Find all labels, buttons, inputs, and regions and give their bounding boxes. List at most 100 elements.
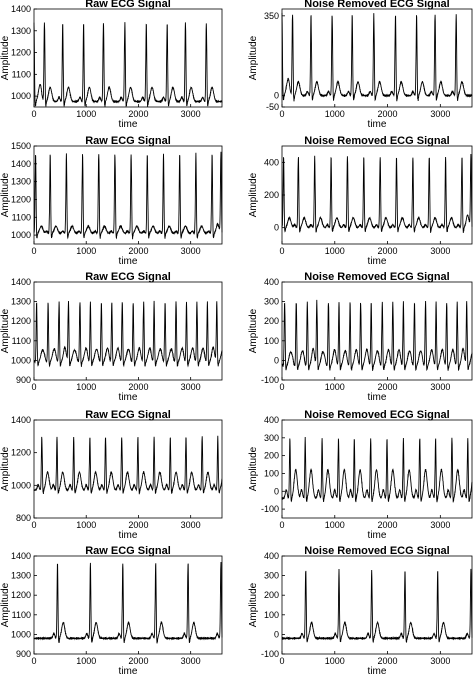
y-axis-label: Amplitude (248, 308, 259, 353)
chart-title: Noise Removed ECG Signal (304, 545, 449, 557)
y-axis-label: Amplitude (0, 35, 11, 80)
y-tick-label: 1200 (11, 448, 31, 458)
x-tick-label: 0 (31, 109, 36, 119)
y-tick-label: 200 (264, 451, 279, 461)
x-tick-label: 0 (279, 109, 284, 119)
x-tick-label: 1000 (76, 246, 96, 256)
ecg-series-line (281, 153, 473, 233)
x-axis-label: time (119, 666, 138, 676)
y-tick-label: 300 (264, 571, 279, 581)
x-tick-label: 1000 (325, 656, 345, 666)
y-tick-label: 300 (264, 297, 279, 307)
plot-area (33, 8, 223, 108)
y-tick-label: 1200 (11, 590, 31, 600)
x-tick-label: 2000 (128, 520, 148, 530)
x-tick-label: 2000 (378, 109, 398, 119)
y-tick-label: 200 (264, 190, 279, 200)
x-tick-label: 2000 (128, 109, 148, 119)
y-tick-label: 1400 (11, 551, 31, 561)
plot-area (281, 555, 473, 655)
y-axis-label: Amplitude (248, 446, 259, 491)
x-tick-label: 1000 (76, 382, 96, 392)
ecg-series-line (281, 436, 473, 503)
x-axis-label: time (368, 119, 387, 130)
chart-title: Raw ECG Signal (85, 271, 171, 283)
y-tick-label: 1000 (11, 629, 31, 639)
ecg-series-line (33, 561, 223, 644)
ecg-series-line (33, 22, 223, 107)
chart-title: Raw ECG Signal (85, 545, 171, 557)
y-tick-label: 1000 (11, 355, 31, 365)
x-tick-label: 1000 (76, 656, 96, 666)
y-tick-label: 1400 (11, 159, 31, 169)
plot-area (281, 281, 473, 381)
y-tick-label: 100 (264, 336, 279, 346)
y-tick-label: 1400 (11, 415, 31, 425)
y-tick-label: -100 (261, 649, 279, 659)
y-tick-label: 0 (274, 629, 279, 639)
x-axis-label: time (368, 666, 387, 676)
x-tick-label: 1000 (325, 109, 345, 119)
y-tick-label: 900 (16, 649, 31, 659)
y-tick-label: 300 (264, 433, 279, 443)
y-tick-label: 350 (264, 11, 279, 21)
y-tick-label: 1000 (11, 480, 31, 490)
x-tick-label: 1000 (325, 382, 345, 392)
y-tick-label: 400 (264, 157, 279, 167)
x-tick-label: 0 (279, 656, 284, 666)
y-tick-label: 1300 (11, 297, 31, 307)
ecg-series-line (281, 299, 473, 372)
x-tick-label: 0 (279, 382, 284, 392)
ecg-series-line (281, 568, 473, 644)
x-tick-label: 3000 (181, 382, 201, 392)
ecg-series-line (33, 435, 223, 495)
y-tick-label: 200 (264, 316, 279, 326)
plot-area (33, 281, 223, 381)
x-tick-label: 3000 (430, 520, 450, 530)
plot-area (33, 419, 223, 519)
y-axis-label: Amplitude (0, 172, 11, 217)
x-axis-label: time (119, 530, 138, 541)
y-tick-label: 0 (274, 355, 279, 365)
chart-panel-7: Raw ECG Signal 0 1000 2000 3000 800 1000 1200 14… (0, 409, 223, 541)
y-tick-label: 1100 (12, 336, 31, 346)
x-tick-label: 3000 (430, 656, 450, 666)
x-tick-label: 1000 (325, 520, 345, 530)
y-tick-label: 1200 (11, 316, 31, 326)
y-tick-label: 1300 (11, 571, 31, 581)
y-tick-label: 1100 (12, 69, 31, 79)
plot-area (281, 145, 473, 245)
x-axis-label: time (368, 256, 387, 267)
y-axis-label: Amplitude (0, 308, 11, 353)
plot-area (281, 8, 473, 108)
y-tick-label: 400 (264, 551, 279, 561)
y-tick-label: -100 (261, 375, 279, 385)
y-tick-label: 1300 (11, 177, 31, 187)
x-axis-label: time (119, 119, 138, 130)
x-tick-label: 2000 (378, 246, 398, 256)
y-axis-label: Amplitude (0, 582, 11, 627)
y-axis-label: Amplitude (0, 446, 11, 491)
chart-title: Noise Removed ECG Signal (304, 409, 449, 421)
y-tick-label: 0 (274, 223, 279, 233)
y-tick-label: 1000 (11, 230, 31, 240)
y-tick-label: 1400 (11, 277, 31, 287)
plot-area (33, 145, 223, 245)
y-tick-label: 1300 (11, 26, 31, 36)
x-tick-label: 1000 (76, 520, 96, 530)
ecg-series-line (33, 151, 223, 240)
x-tick-label: 2000 (378, 520, 398, 530)
chart-title: Raw ECG Signal (85, 0, 171, 10)
chart-title: Noise Removed ECG Signal (304, 135, 449, 147)
y-tick-label: 1200 (11, 48, 31, 58)
y-tick-label: -50 (266, 102, 279, 112)
y-axis-label: Amplitude (248, 35, 259, 80)
y-tick-label: 1100 (12, 212, 31, 222)
x-tick-label: 3000 (181, 656, 201, 666)
x-tick-label: 3000 (181, 520, 201, 530)
x-tick-label: 0 (31, 520, 36, 530)
